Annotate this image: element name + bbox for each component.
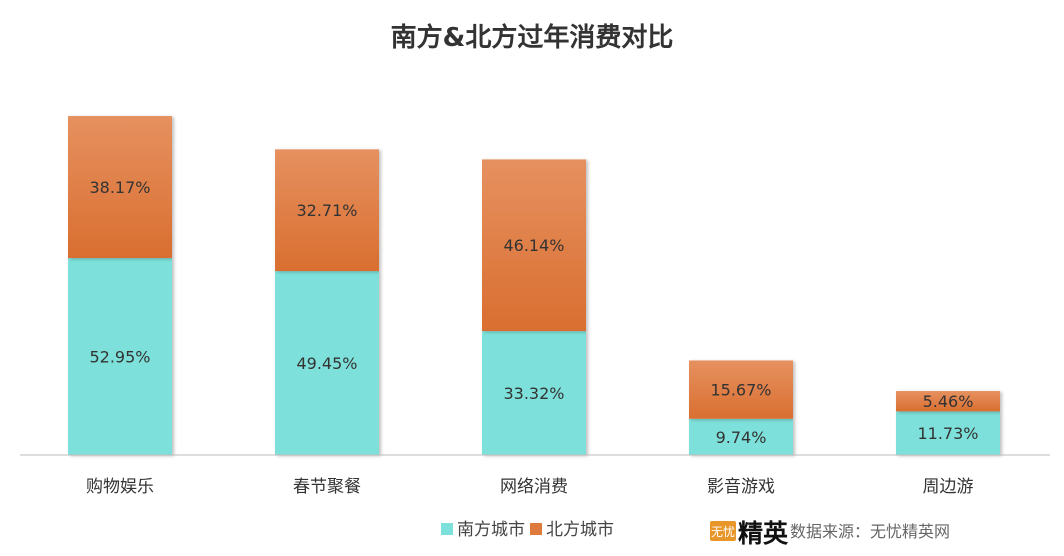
bar-south — [275, 271, 379, 455]
bar-south — [482, 331, 586, 455]
bar-south — [896, 411, 1000, 455]
legend-swatch-south — [441, 523, 453, 535]
bar-north — [275, 149, 379, 272]
data-label: 33.32% — [503, 384, 564, 403]
bar-north — [689, 360, 793, 419]
bar-north — [482, 159, 586, 332]
legend-label-south: 南方城市 — [457, 520, 525, 540]
category-label: 春节聚餐 — [293, 477, 361, 497]
data-label: 5.46% — [923, 392, 974, 411]
category-label: 购物娱乐 — [86, 477, 154, 497]
data-label: 15.67% — [710, 381, 771, 400]
data-label: 49.45% — [296, 354, 357, 373]
data-label: 52.95% — [89, 348, 150, 367]
legend-swatch-north — [530, 523, 542, 535]
data-label: 9.74% — [716, 428, 767, 447]
legend: 南方城市 北方城市 — [441, 520, 614, 540]
source-logo: 无忧 精英 — [710, 519, 789, 548]
bar-south — [689, 418, 793, 455]
logo-small-text: 无忧 — [711, 525, 735, 539]
source-text: 数据来源：无忧精英网 — [790, 522, 950, 541]
bar-north — [68, 116, 172, 259]
bar-north — [896, 391, 1000, 412]
category-label: 影音游戏 — [707, 477, 775, 497]
data-label: 38.17% — [89, 178, 150, 197]
data-label: 32.71% — [296, 201, 357, 220]
data-label: 11.73% — [917, 424, 978, 443]
logo-big-text: 精英 — [738, 519, 789, 548]
legend-label-north: 北方城市 — [546, 520, 614, 540]
bar-south — [68, 258, 172, 455]
chart-title: 南方&北方过年消费对比 — [391, 22, 674, 53]
category-label: 网络消费 — [500, 477, 568, 497]
data-label: 46.14% — [503, 236, 564, 255]
category-label: 周边游 — [923, 477, 974, 497]
